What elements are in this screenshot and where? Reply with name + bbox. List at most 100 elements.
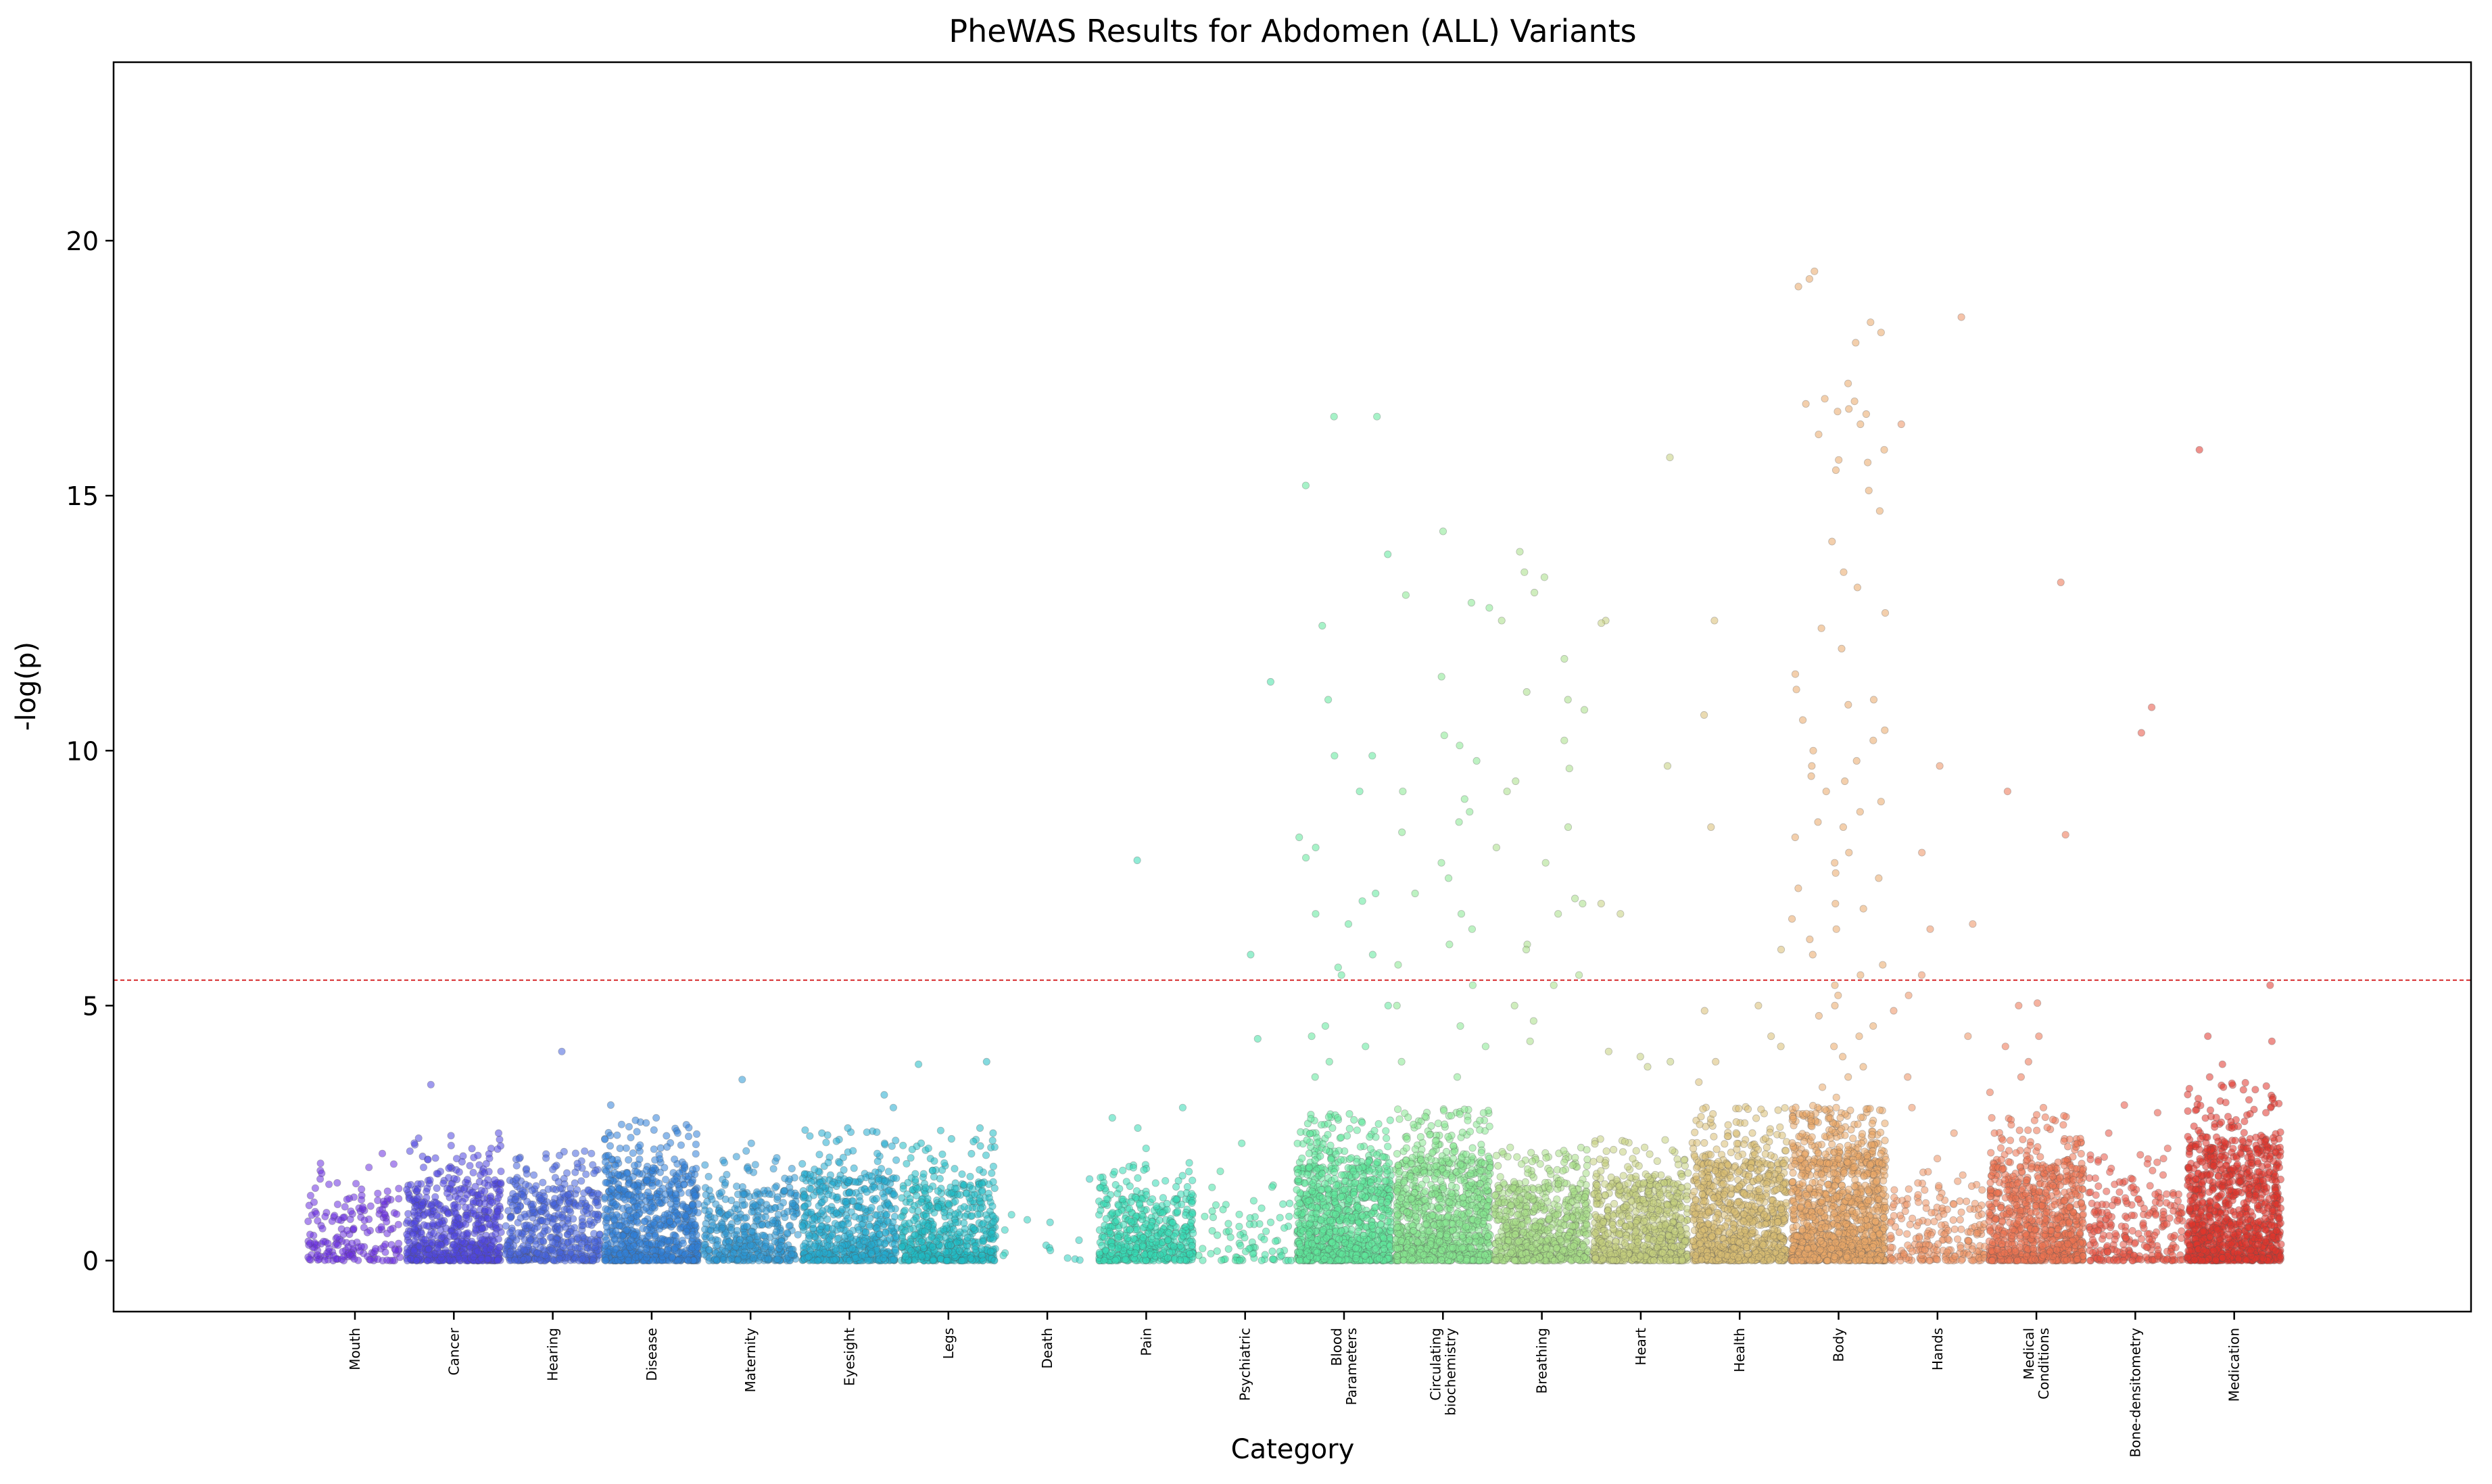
data-point [577, 1240, 586, 1248]
data-point [603, 1214, 611, 1222]
data-point [1295, 1199, 1303, 1207]
data-point [703, 1197, 711, 1206]
data-point [565, 1206, 573, 1214]
data-point [374, 1189, 382, 1197]
data-point [739, 1201, 747, 1210]
data-point [513, 1205, 522, 1214]
data-point [936, 1126, 945, 1134]
data-point [636, 1155, 644, 1164]
data-point [655, 1179, 663, 1187]
data-point [1107, 1243, 1116, 1251]
data-point [877, 1216, 885, 1224]
data-point [443, 1237, 451, 1246]
data-point [863, 1188, 871, 1196]
data-point [890, 1255, 898, 1264]
data-point [907, 1247, 915, 1255]
data-point [1186, 1250, 1194, 1258]
data-point [613, 1131, 621, 1139]
data-point [444, 1210, 452, 1218]
data-point [512, 1176, 520, 1184]
data-point [968, 1212, 976, 1220]
data-point [990, 1256, 999, 1265]
data-point [1100, 1256, 1108, 1265]
data-point [494, 1145, 502, 1153]
data-point [921, 1184, 930, 1192]
data-point [691, 1221, 699, 1229]
data-point [704, 1172, 713, 1180]
data-point [1303, 1136, 1311, 1144]
data-point [930, 1157, 938, 1165]
data-point [642, 1119, 650, 1127]
data-point [942, 1248, 950, 1256]
data-point [629, 1197, 637, 1205]
data-point [1182, 1223, 1190, 1231]
data-point [588, 1149, 596, 1157]
data-point [1199, 1245, 1207, 1253]
data-point [383, 1187, 391, 1195]
data-point [1235, 1210, 1243, 1218]
data-point [1097, 1206, 1105, 1214]
data-point [939, 1225, 948, 1234]
data-point [836, 1159, 844, 1167]
data-point [960, 1203, 968, 1211]
data-point [475, 1161, 483, 1169]
data-point [486, 1245, 494, 1253]
data-point [757, 1252, 765, 1261]
data-point [623, 1226, 631, 1235]
data-point [458, 1237, 466, 1245]
data-point [611, 1162, 620, 1170]
data-point [1172, 1195, 1180, 1203]
data-point [450, 1241, 458, 1249]
data-point [1224, 1220, 1232, 1228]
data-point [884, 1217, 892, 1225]
data-point [944, 1201, 953, 1209]
data-point [1127, 1198, 1135, 1206]
data-point [610, 1235, 619, 1244]
data-point [801, 1126, 809, 1134]
data-point [1353, 1126, 1361, 1134]
data-point [702, 1191, 710, 1199]
data-point [540, 1227, 549, 1235]
data-point [1147, 1222, 1155, 1230]
data-point [1189, 1229, 1197, 1237]
data-point [450, 1187, 458, 1195]
data-point [496, 1187, 504, 1195]
data-point [811, 1243, 819, 1251]
data-point [334, 1241, 342, 1249]
data-point [822, 1139, 830, 1147]
data-point [1127, 1218, 1135, 1226]
data-point [733, 1182, 741, 1191]
data-point [898, 1243, 906, 1251]
data-point [1384, 1143, 1392, 1151]
data-point [906, 1195, 914, 1203]
data-point [377, 1223, 385, 1231]
data-point [1102, 1215, 1110, 1223]
data-point [541, 1251, 550, 1260]
data-point [656, 1221, 665, 1229]
data-point [371, 1245, 380, 1253]
data-point [494, 1256, 502, 1264]
data-point [1161, 1177, 1170, 1185]
data-point [688, 1201, 696, 1210]
data-point [1047, 1246, 1055, 1255]
data-point [880, 1091, 888, 1099]
data-point [848, 1244, 857, 1253]
data-point [984, 1215, 992, 1223]
data-point [359, 1203, 367, 1211]
data-point [846, 1230, 854, 1238]
data-point [333, 1233, 341, 1241]
data-point [1212, 1201, 1220, 1210]
data-point [769, 1165, 777, 1173]
data-point [773, 1255, 782, 1264]
data-point [437, 1253, 446, 1262]
data-point [314, 1251, 322, 1260]
data-point [358, 1185, 366, 1193]
data-point [339, 1247, 347, 1255]
data-point [670, 1212, 678, 1220]
data-point [805, 1253, 813, 1261]
data-point [506, 1214, 514, 1222]
data-point [982, 1057, 990, 1066]
data-point [1249, 1197, 1258, 1205]
data-point [548, 1238, 557, 1247]
data-point [1331, 1174, 1339, 1183]
